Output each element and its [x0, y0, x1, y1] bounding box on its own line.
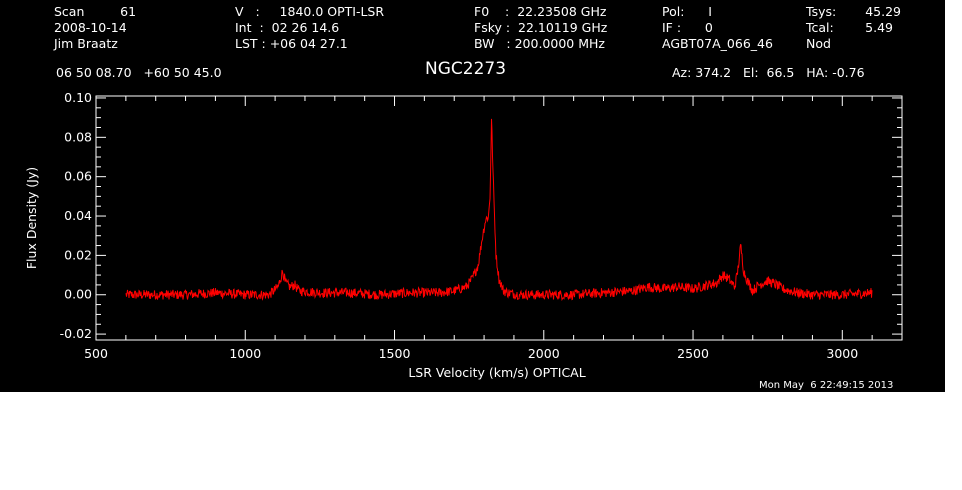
- tcal-label: Tcal:: [806, 20, 834, 35]
- x-axis-label: LSR Velocity (km/s) OPTICAL: [408, 365, 585, 380]
- rest-frequency: F0 : 22.23508 GHz: [474, 4, 607, 19]
- y-tick-label: 0.08: [64, 129, 92, 144]
- sky-frequency: Fsky : 22.10119 GHz: [474, 20, 608, 35]
- scan-label: Scan 61: [54, 4, 137, 19]
- bandwidth: BW : 200.0000 MHz: [474, 36, 605, 51]
- y-axis-label: Flux Density (Jy): [24, 167, 39, 269]
- chart-title: NGC2273: [425, 59, 507, 79]
- render-timestamp: Mon May 6 22:49:15 2013: [759, 380, 894, 391]
- switching-mode: Nod: [806, 36, 831, 51]
- x-tick-label: 2500: [677, 346, 709, 361]
- lst-info: LST : +06 04 27.1: [235, 36, 348, 51]
- project-id: AGBT07A_066_46: [662, 36, 773, 51]
- source-coordinates: 06 50 08.70 +60 50 45.0: [56, 65, 222, 80]
- x-tick-label: 1500: [379, 346, 411, 361]
- az-el-ha: Az: 374.2 El: 66.5 HA: -0.76: [672, 65, 865, 80]
- x-tick-label: 500: [84, 346, 108, 361]
- y-tick-label: -0.02: [60, 326, 92, 341]
- if-number: IF : 0: [662, 20, 713, 35]
- polarization: Pol: I: [662, 4, 712, 19]
- obs-date: 2008-10-14: [54, 20, 127, 35]
- y-tick-label: 0.02: [64, 247, 92, 262]
- observer-name: Jim Braatz: [54, 36, 118, 51]
- tsys-value: 45.29: [865, 4, 901, 19]
- tcal-value: 5.49: [865, 20, 893, 35]
- x-tick-label: 2000: [528, 346, 560, 361]
- tsys-label: Tsys:: [806, 4, 837, 19]
- y-tick-label: 0.00: [64, 287, 92, 302]
- x-tick-label: 1000: [229, 346, 261, 361]
- integration-time: Int : 02 26 14.6: [235, 20, 340, 35]
- spectrum-trace: [125, 118, 873, 302]
- plot-panel: Scan 61 2008-10-14 Jim Braatz V : 1840.0…: [0, 0, 945, 392]
- spectrum-chart: 500 1000 1500 2000 2500 3000 -0.02 0.00 0.02 0.04…: [24, 90, 903, 380]
- velocity-info: V : 1840.0 OPTI-LSR: [235, 4, 385, 19]
- x-tick-label: 3000: [826, 346, 858, 361]
- y-tick-label: 0.10: [64, 90, 92, 105]
- y-tick-label: 0.06: [64, 169, 92, 184]
- y-tick-label: 0.04: [64, 208, 92, 223]
- plot-frame: [95, 95, 903, 341]
